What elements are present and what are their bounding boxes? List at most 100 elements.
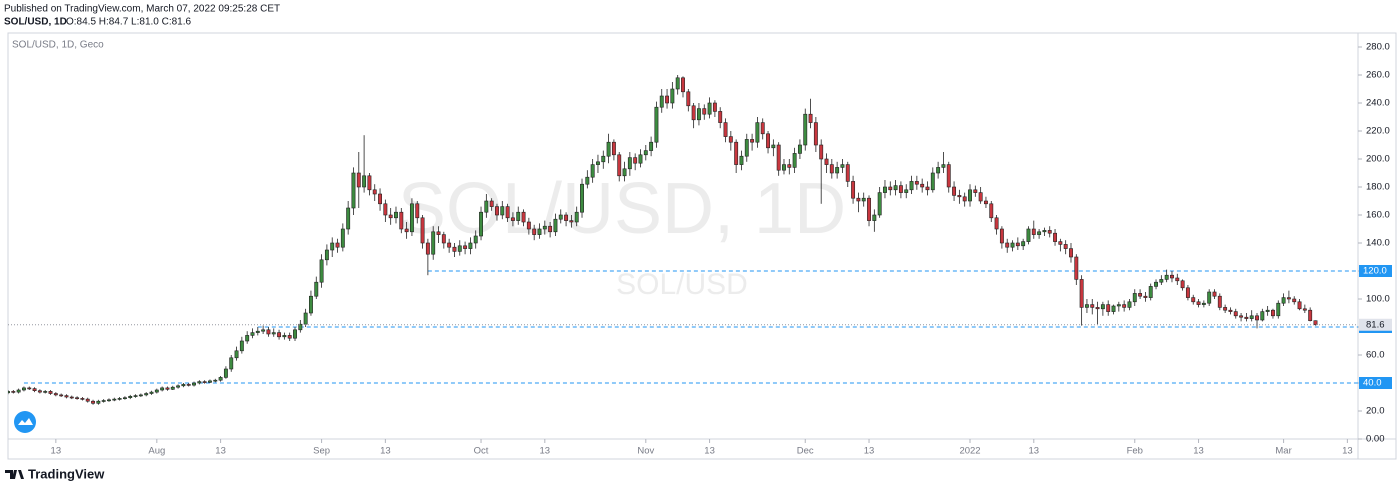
candle-body: [1100, 304, 1105, 310]
candle-body: [1170, 274, 1174, 279]
candle-body: [813, 122, 818, 146]
horizontal-line-tag: [1359, 265, 1392, 277]
candle-body: [574, 211, 579, 223]
candle: [96, 399, 101, 405]
candle: [261, 325, 266, 334]
candle-body: [1265, 309, 1270, 312]
y-tick-label: 280.0: [1366, 42, 1390, 53]
candle-body: [266, 329, 271, 335]
candle-body: [558, 214, 563, 220]
candle: [37, 389, 42, 394]
candle-body: [1037, 231, 1042, 235]
candle: [994, 215, 999, 235]
candle: [59, 393, 64, 397]
candle-body: [505, 206, 510, 219]
candle: [415, 201, 420, 224]
candle-body: [1302, 308, 1307, 311]
candle: [1031, 220, 1036, 239]
candle: [904, 184, 909, 199]
candle-body: [776, 144, 781, 171]
y-tick-label: 160.0: [1366, 210, 1390, 221]
candle: [558, 209, 563, 224]
candle: [670, 82, 675, 109]
candle-body: [138, 394, 143, 397]
candle-body: [936, 167, 941, 174]
candle-body: [271, 332, 276, 335]
candle-body: [500, 206, 505, 216]
candle-body: [888, 186, 893, 191]
candle: [1217, 293, 1222, 311]
candle: [1313, 320, 1318, 326]
last-price-label: 81.6: [1366, 319, 1385, 330]
candle-body: [91, 400, 95, 404]
candle: [845, 161, 850, 187]
candle: [952, 181, 957, 201]
candle: [133, 394, 138, 398]
candle-body: [723, 122, 728, 137]
candle-body: [298, 323, 303, 331]
x-tick-label: 13: [380, 446, 391, 457]
candle: [686, 89, 691, 112]
candle: [495, 203, 499, 221]
candle-body: [378, 193, 382, 205]
candle-body: [585, 176, 590, 185]
footer-logo: TradingView: [5, 466, 105, 481]
candle: [596, 154, 600, 173]
candle-body: [324, 249, 329, 261]
candle: [69, 395, 74, 400]
y-tick-label: 240.0: [1366, 98, 1390, 109]
candle: [287, 332, 292, 341]
candle-body: [1286, 297, 1291, 300]
candle: [425, 238, 430, 276]
candle: [792, 147, 797, 173]
candle: [1233, 308, 1238, 319]
horizontal-line-label: 120.0: [1363, 266, 1387, 277]
candle: [1069, 243, 1073, 263]
candle: [1037, 229, 1042, 239]
x-tick-label: Feb: [1127, 446, 1143, 457]
candle-body: [1180, 280, 1185, 289]
candle-body: [766, 133, 770, 149]
candle-body: [553, 218, 558, 233]
candle-body: [1116, 304, 1121, 307]
candle-body: [468, 242, 473, 249]
chart-logo: [14, 411, 36, 433]
x-tick-label: Sep: [313, 446, 330, 457]
x-tick-label: 13: [215, 446, 226, 457]
horizontal-line-label: 40.0: [1363, 378, 1382, 389]
x-tick-label: 13: [704, 446, 715, 457]
candle-body: [877, 192, 882, 216]
candle: [1185, 285, 1190, 301]
candle-body: [654, 106, 659, 143]
candle-body: [1047, 230, 1052, 234]
candle: [744, 133, 749, 162]
candle-body: [1074, 256, 1079, 280]
candle: [1010, 240, 1015, 252]
candle-body: [351, 172, 356, 209]
candle: [1122, 300, 1127, 312]
candle-body: [760, 122, 765, 135]
candle-body: [797, 144, 802, 154]
candle-body: [479, 211, 483, 237]
candle-body: [691, 105, 696, 121]
candle: [548, 222, 553, 238]
candle-body: [1159, 279, 1164, 283]
candle: [936, 161, 941, 179]
candle-body: [638, 154, 643, 164]
candle: [691, 103, 696, 129]
candle-body: [1239, 315, 1244, 318]
candle: [1074, 254, 1079, 285]
candle: [1015, 237, 1020, 250]
y-tick-label: 180.0: [1366, 182, 1390, 193]
candle-body: [64, 395, 69, 398]
candle: [11, 390, 16, 394]
candle-body: [755, 122, 760, 143]
candle: [1154, 279, 1158, 290]
candle-body: [8, 391, 10, 394]
axes: 0.0020.040.060.080.0100.0120.0140.0160.0…: [51, 42, 1392, 457]
candle-body: [372, 189, 377, 195]
candle-body: [1297, 301, 1302, 310]
candle-body: [734, 141, 739, 165]
candle-body: [792, 153, 797, 168]
candle: [1026, 226, 1031, 245]
